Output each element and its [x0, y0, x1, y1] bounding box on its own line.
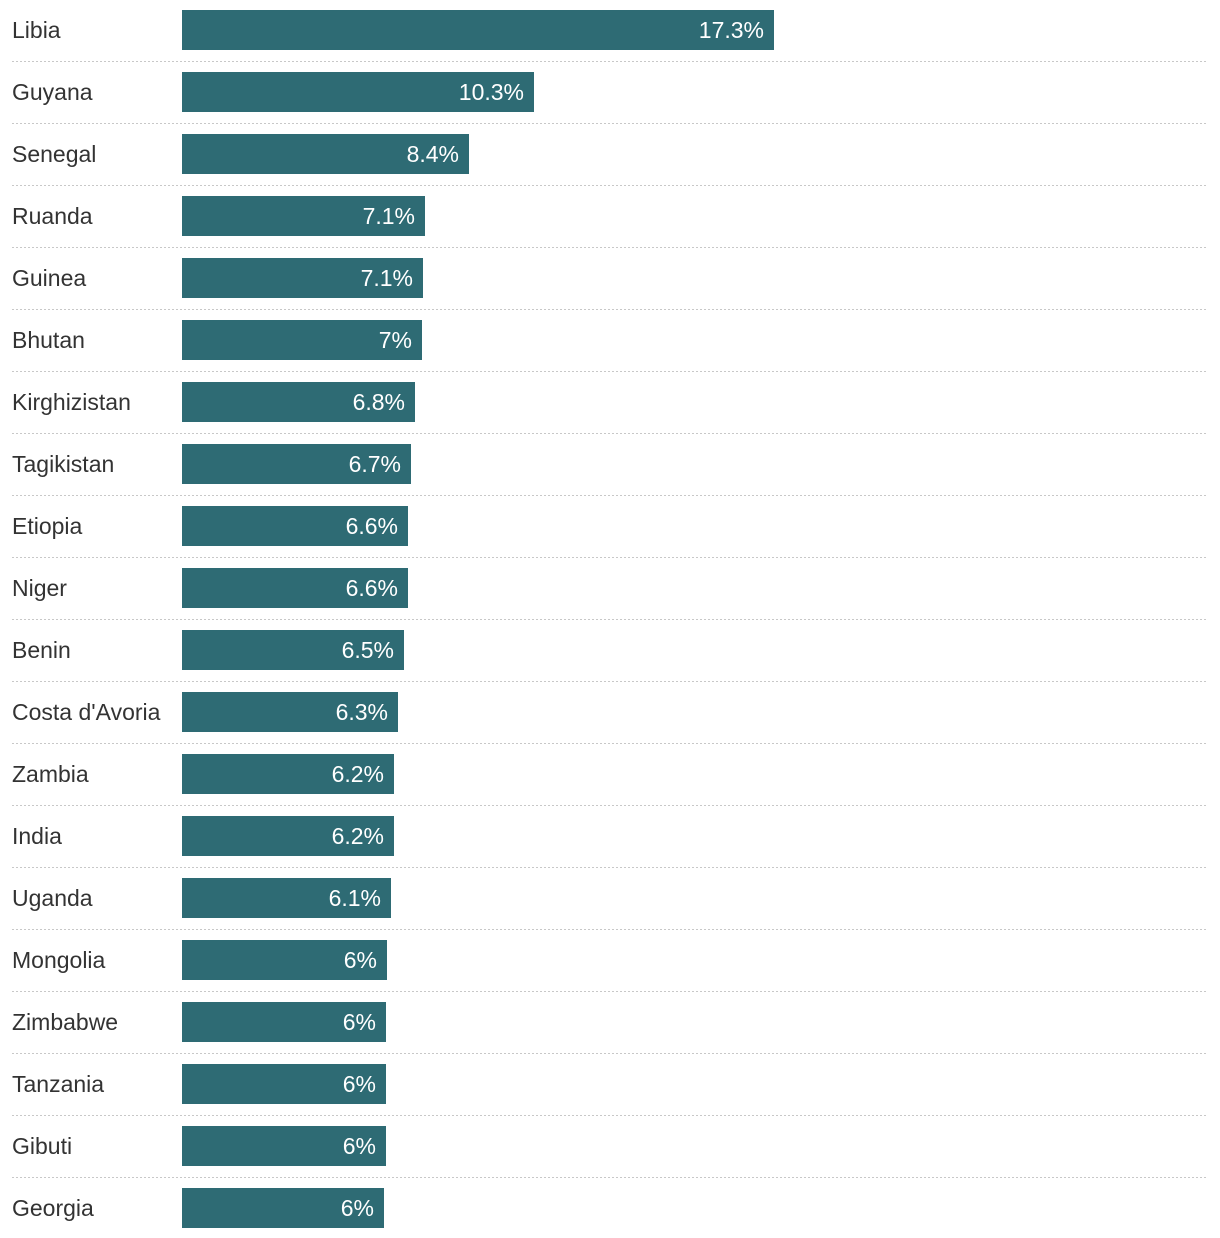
value-label: 6.6%	[346, 575, 398, 601]
category-label: Senegal	[12, 141, 96, 167]
bar	[182, 816, 394, 856]
bar	[182, 1002, 386, 1042]
category-label: India	[12, 823, 62, 849]
value-label: 6.1%	[329, 885, 381, 911]
bar	[182, 134, 469, 174]
value-label: 6%	[343, 1133, 376, 1159]
value-label: 6.2%	[332, 761, 384, 787]
category-label: Libia	[12, 17, 61, 43]
value-label: 6.5%	[342, 637, 394, 663]
bar	[182, 506, 408, 546]
category-label: Gibuti	[12, 1133, 72, 1159]
bar	[182, 1188, 384, 1228]
value-label: 6%	[343, 1071, 376, 1097]
value-label: 7%	[379, 327, 412, 353]
bar	[182, 630, 404, 670]
value-label: 10.3%	[459, 79, 524, 105]
bar	[182, 444, 411, 484]
bar	[182, 72, 534, 112]
category-label: Costa d'Avoria	[12, 699, 161, 725]
bar	[182, 692, 398, 732]
bar	[182, 382, 415, 422]
category-label: Tanzania	[12, 1071, 104, 1097]
category-label: Mongolia	[12, 947, 106, 973]
value-label: 8.4%	[407, 141, 459, 167]
value-label: 6.7%	[349, 451, 401, 477]
category-label: Bhutan	[12, 327, 85, 353]
value-label: 6.8%	[353, 389, 405, 415]
category-label: Etiopia	[12, 513, 83, 539]
category-label: Kirghizistan	[12, 389, 131, 415]
bar	[182, 10, 774, 50]
category-label: Benin	[12, 637, 71, 663]
category-label: Tagikistan	[12, 451, 114, 477]
category-label: Georgia	[12, 1195, 94, 1221]
bar	[182, 196, 425, 236]
value-label: 6%	[343, 1009, 376, 1035]
value-label: 6%	[341, 1195, 374, 1221]
bar	[182, 568, 408, 608]
category-label: Guyana	[12, 79, 93, 105]
value-label: 7.1%	[361, 265, 413, 291]
chart-rows: Libia 17.3% Guyana 10.3% Senegal 8.4% Ruanda 7.…	[12, 10, 1208, 1228]
bar	[182, 1126, 386, 1166]
value-label: 17.3%	[699, 17, 764, 43]
bar	[182, 754, 394, 794]
value-label: 6.2%	[332, 823, 384, 849]
category-label: Zambia	[12, 761, 89, 787]
bar	[182, 258, 423, 298]
category-label: Uganda	[12, 885, 93, 911]
category-label: Niger	[12, 575, 67, 601]
category-label: Zimbabwe	[12, 1009, 118, 1035]
bar	[182, 878, 391, 918]
value-label: 6.3%	[336, 699, 388, 725]
bar	[182, 940, 387, 980]
bar	[182, 1064, 386, 1104]
value-label: 7.1%	[363, 203, 415, 229]
value-label: 6.6%	[346, 513, 398, 539]
bar	[182, 320, 422, 360]
category-label: Ruanda	[12, 203, 93, 229]
category-label: Guinea	[12, 265, 86, 291]
value-label: 6%	[344, 947, 377, 973]
